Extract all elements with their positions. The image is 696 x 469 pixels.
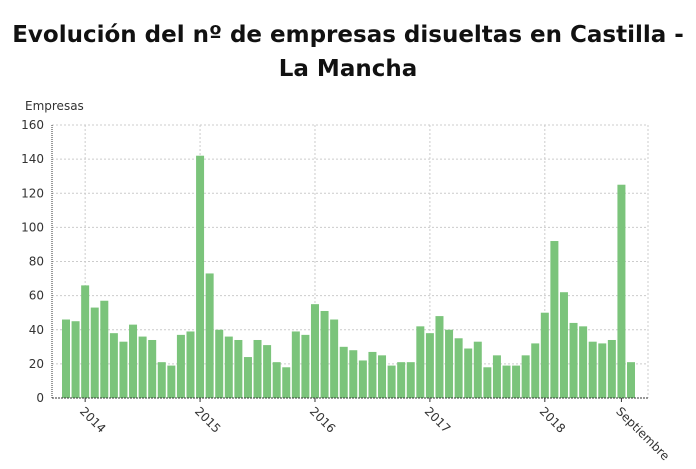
bar	[196, 155, 205, 398]
bar	[234, 339, 243, 398]
y-tick-label: 60	[29, 289, 44, 303]
y-tick-label: 40	[29, 323, 44, 337]
chart-title: Evolución del nº de empresas disueltas e…	[12, 22, 684, 82]
x-tick-label: 2016	[307, 404, 338, 435]
bar	[483, 367, 492, 398]
bar	[243, 357, 252, 398]
bar	[406, 362, 415, 398]
bar	[215, 329, 224, 398]
bar	[531, 343, 540, 398]
y-axis-label: Empresas	[25, 99, 84, 113]
bar	[454, 338, 463, 398]
bar	[540, 312, 549, 398]
bar	[368, 351, 377, 398]
y-tick-label: 80	[29, 255, 44, 269]
bar	[339, 346, 348, 398]
bar	[129, 324, 138, 398]
bar	[167, 365, 176, 398]
bar	[224, 336, 233, 398]
bar	[559, 292, 568, 398]
bar	[387, 365, 396, 398]
bar	[148, 339, 157, 398]
bar	[425, 333, 434, 398]
bar	[320, 310, 329, 398]
bar	[90, 307, 99, 398]
bar	[502, 365, 511, 398]
y-tick-label: 160	[21, 118, 44, 132]
bar	[397, 362, 406, 398]
bar	[512, 365, 521, 398]
bar	[464, 348, 473, 398]
x-tick-label: 2014	[77, 404, 108, 435]
bar	[330, 319, 339, 398]
bar	[157, 362, 166, 398]
bar	[358, 360, 367, 398]
bar	[435, 316, 444, 398]
bar	[607, 339, 616, 398]
bar	[138, 336, 147, 398]
y-tick-label: 0	[36, 391, 44, 405]
bar	[282, 367, 291, 398]
bar	[71, 321, 80, 398]
bar	[521, 355, 530, 398]
bar	[310, 304, 319, 398]
bar	[100, 300, 109, 398]
bar	[569, 322, 578, 398]
x-tick-label: 2018	[537, 404, 568, 435]
bar	[272, 362, 281, 398]
bar	[416, 326, 425, 398]
x-tick-label: 2017	[422, 404, 453, 435]
x-tick-label: 2015	[192, 404, 223, 435]
bar	[176, 334, 185, 398]
bar	[378, 355, 387, 398]
y-tick-label: 20	[29, 357, 44, 371]
bar	[119, 341, 128, 398]
bar	[598, 343, 607, 398]
y-tick-label: 120	[21, 186, 44, 200]
bar	[627, 362, 635, 398]
x-tick-label: Septiembre	[613, 404, 672, 463]
bar	[588, 341, 597, 398]
bar	[81, 285, 90, 398]
bar	[579, 326, 588, 398]
y-tick-label: 100	[21, 220, 44, 234]
bar	[349, 350, 358, 398]
bar	[186, 331, 195, 398]
bar	[550, 241, 559, 398]
bar	[445, 329, 454, 398]
bar	[291, 331, 300, 398]
bar	[109, 333, 118, 398]
bar	[492, 355, 501, 398]
bar	[301, 334, 310, 398]
bar	[617, 184, 626, 398]
bar	[253, 339, 262, 398]
bar	[473, 341, 482, 398]
bar	[263, 345, 272, 398]
y-tick-label: 140	[21, 152, 44, 166]
bar	[62, 319, 70, 398]
bar	[205, 273, 214, 398]
